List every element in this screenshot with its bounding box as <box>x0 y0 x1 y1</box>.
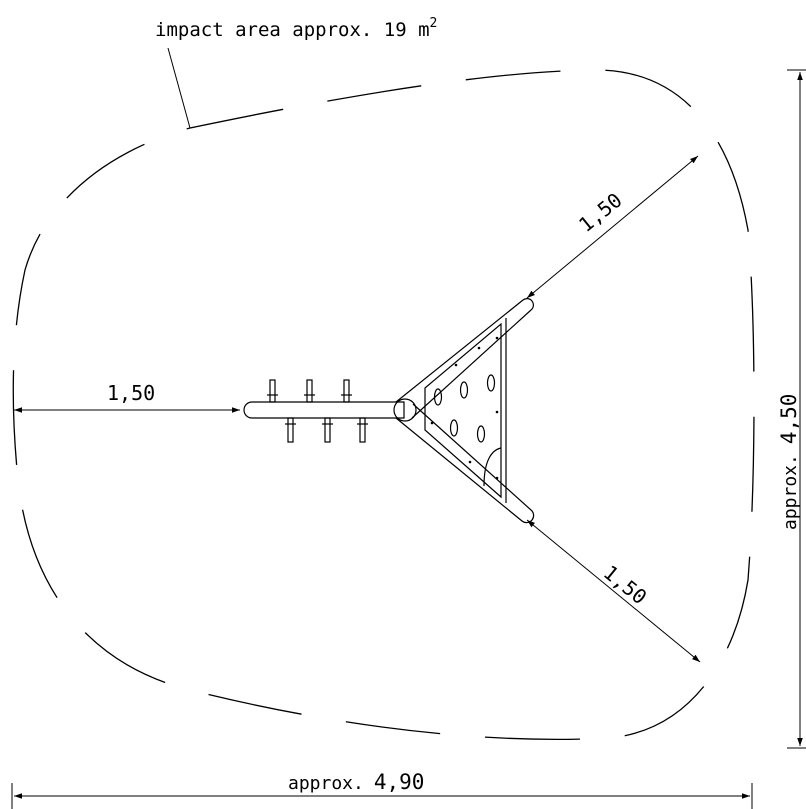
center-post <box>393 398 417 422</box>
width-dimension-label: approx. 4,90 <box>288 770 424 794</box>
bottom-pegs <box>285 417 368 443</box>
impact-area-outline <box>12 69 755 741</box>
lower-right-clearance-label: 1,50 <box>599 560 652 609</box>
climbing-beam <box>243 379 405 443</box>
height-dimension-label: approx.4,50 <box>777 394 801 530</box>
climbing-panel <box>424 322 502 499</box>
lower-right-clearance-dimension-line <box>526 519 701 663</box>
climbing-holds <box>433 374 496 443</box>
upper-right-clearance-dimension-line <box>526 155 699 299</box>
impact-area-leader-line <box>167 47 191 129</box>
upper-right-clearance-label: 1,50 <box>574 188 627 237</box>
climbing-frame <box>393 298 535 524</box>
panel-bolts <box>430 336 499 480</box>
top-pegs <box>267 379 352 403</box>
left-clearance-label: 1,50 <box>107 381 155 405</box>
impact-area-label: impact area approx. 19 m2 <box>155 16 437 41</box>
